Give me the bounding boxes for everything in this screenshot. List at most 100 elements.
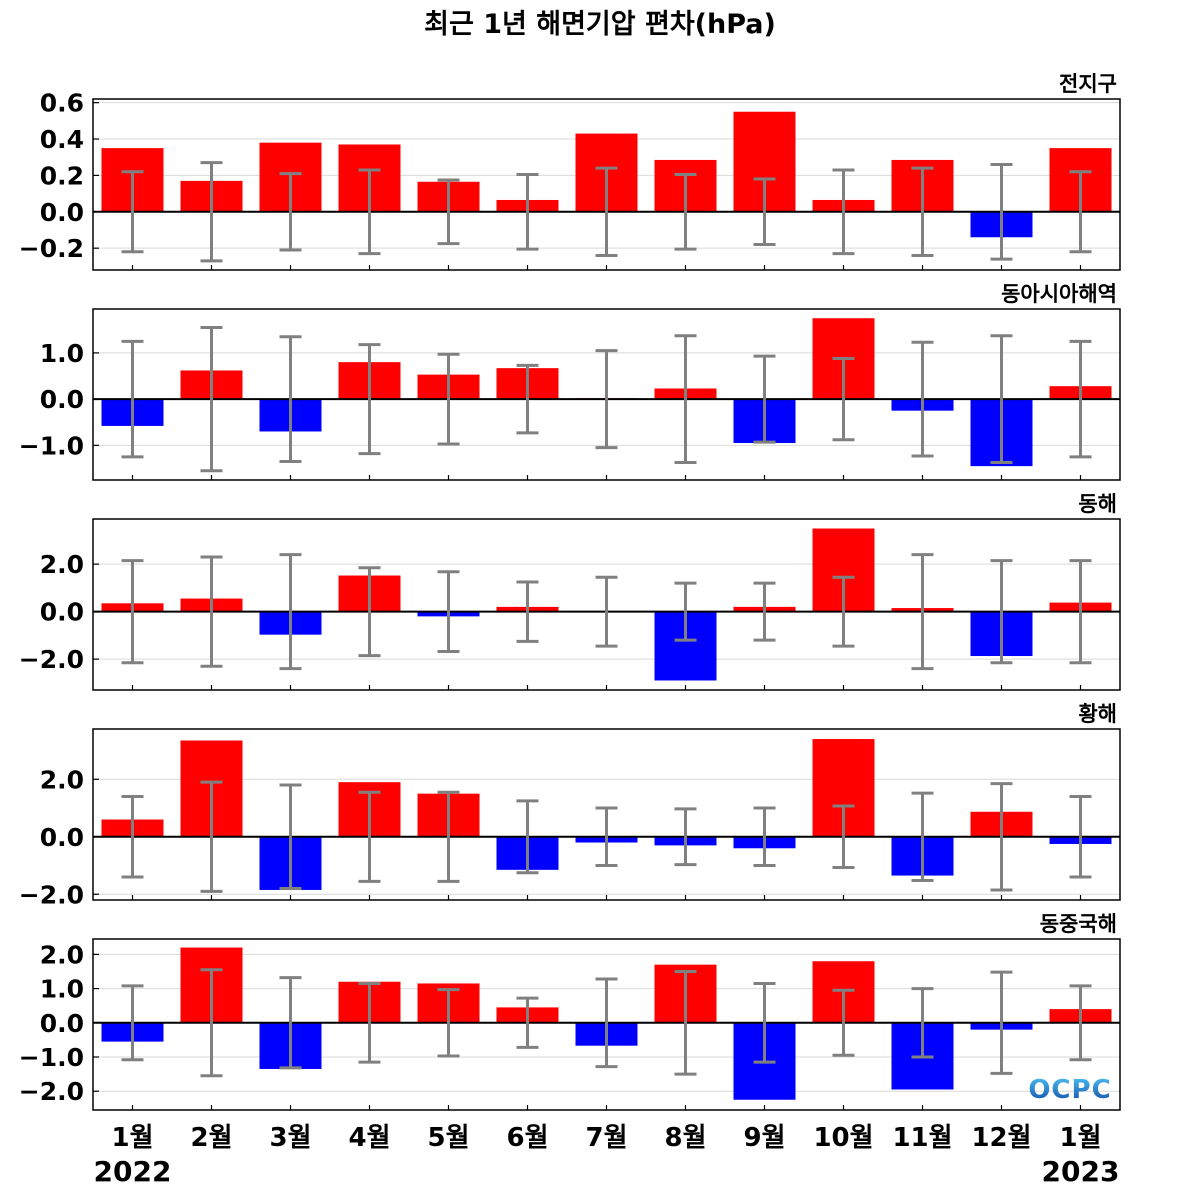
error-bar-11 bbox=[911, 166, 934, 257]
y-tick-label: 0.0 bbox=[40, 198, 84, 227]
error-bar-10 bbox=[832, 356, 855, 442]
error-bar-9 bbox=[753, 806, 776, 868]
error-bar-7 bbox=[595, 349, 618, 450]
error-bar-1 bbox=[121, 559, 144, 665]
error-bar-2 bbox=[200, 325, 223, 473]
error-bar-10 bbox=[832, 575, 855, 648]
y-tick-label: −1.0 bbox=[19, 431, 84, 460]
error-bar-7 bbox=[595, 575, 618, 648]
error-bar-4 bbox=[358, 981, 381, 1064]
x-tick-label: 8월 bbox=[664, 1123, 706, 1153]
error-bar-4 bbox=[358, 566, 381, 658]
error-bar-8 bbox=[674, 969, 697, 1076]
error-bar-10 bbox=[832, 804, 855, 870]
x-tick-label: 10월 bbox=[813, 1123, 873, 1153]
x-tick-label: 11월 bbox=[892, 1123, 952, 1153]
y-tick-label: −2.0 bbox=[19, 1077, 84, 1106]
error-bar-9 bbox=[753, 981, 776, 1064]
error-bar-13 bbox=[1069, 170, 1092, 254]
panel-5: −2.0 −1.0 0.0 1.0 2.0 동중국해 bbox=[19, 912, 1121, 1111]
x-tick-label: 1월 bbox=[111, 1123, 153, 1153]
error-bar-6 bbox=[516, 799, 539, 875]
error-bar-12 bbox=[990, 970, 1013, 1075]
y-tick-label: −0.2 bbox=[19, 234, 84, 263]
error-bar-4 bbox=[358, 168, 381, 256]
error-bar-12 bbox=[990, 782, 1013, 892]
y-tick-label: 0.4 bbox=[40, 125, 84, 154]
error-bar-9 bbox=[753, 581, 776, 642]
error-bar-3 bbox=[279, 783, 302, 891]
error-bar-13 bbox=[1069, 339, 1092, 459]
error-bar-3 bbox=[279, 976, 302, 1070]
panel-title: 황해 bbox=[1078, 702, 1117, 726]
error-bar-3 bbox=[279, 553, 302, 671]
error-bar-13 bbox=[1069, 984, 1092, 1062]
y-tick-label: 0.2 bbox=[40, 161, 84, 190]
x-tick-label: 1월 bbox=[1059, 1123, 1101, 1153]
y-tick-label: 1.0 bbox=[40, 975, 84, 1004]
x-tick-label: 3월 bbox=[269, 1123, 311, 1153]
error-bar-11 bbox=[911, 987, 934, 1059]
error-bar-4 bbox=[358, 343, 381, 456]
y-tick-label: −1.0 bbox=[19, 1043, 84, 1072]
x-tick-label: 2월 bbox=[190, 1123, 232, 1153]
error-bar-11 bbox=[911, 340, 934, 458]
error-bar-13 bbox=[1069, 559, 1092, 665]
x-tick-label: 6월 bbox=[506, 1123, 548, 1153]
error-bar-1 bbox=[121, 984, 144, 1062]
chart-title: 최근 1년 해면기압 편차(hPa) bbox=[424, 9, 776, 40]
error-bar-10 bbox=[832, 988, 855, 1057]
error-bar-8 bbox=[674, 807, 697, 867]
error-bar-1 bbox=[121, 170, 144, 254]
panel-4: −2.0 0.0 2.0 황해 bbox=[19, 702, 1121, 909]
error-bar-5 bbox=[437, 988, 460, 1058]
error-bar-6 bbox=[516, 996, 539, 1049]
error-bar-2 bbox=[200, 555, 223, 668]
error-bar-4 bbox=[358, 790, 381, 883]
error-bar-2 bbox=[200, 968, 223, 1078]
error-bar-6 bbox=[516, 172, 539, 251]
error-bar-3 bbox=[279, 335, 302, 464]
year-label-start: 2022 bbox=[94, 1155, 172, 1188]
panel-title: 동아시아해역 bbox=[1001, 282, 1117, 306]
error-bar-7 bbox=[595, 806, 618, 868]
error-bar-7 bbox=[595, 166, 618, 257]
y-tick-label: 2.0 bbox=[40, 550, 84, 579]
error-bar-8 bbox=[674, 334, 697, 464]
y-tick-label: 0.0 bbox=[40, 823, 84, 852]
y-tick-label: 2.0 bbox=[40, 940, 84, 969]
error-bar-10 bbox=[832, 168, 855, 256]
error-bar-2 bbox=[200, 161, 223, 263]
y-tick-label: 2.0 bbox=[40, 765, 84, 794]
error-bar-11 bbox=[911, 791, 934, 882]
panel-title: 동중국해 bbox=[1040, 912, 1117, 936]
error-bar-12 bbox=[990, 559, 1013, 665]
y-tick-label: 0.0 bbox=[40, 385, 84, 414]
error-bar-1 bbox=[121, 339, 144, 459]
error-bar-5 bbox=[437, 790, 460, 883]
panel-title: 동해 bbox=[1078, 492, 1117, 516]
x-tick-label: 5월 bbox=[427, 1123, 469, 1153]
panel-title: 전지구 bbox=[1059, 72, 1117, 96]
y-tick-label: 0.6 bbox=[40, 89, 84, 118]
x-tick-label: 9월 bbox=[743, 1123, 785, 1153]
error-bar-6 bbox=[516, 363, 539, 435]
y-tick-label: 1.0 bbox=[40, 339, 84, 368]
error-bar-2 bbox=[200, 780, 223, 893]
x-tick-label: 12월 bbox=[971, 1123, 1031, 1153]
panel-2: −1.0 0.0 1.0 동아시아해역 bbox=[19, 282, 1121, 481]
panel-1: −0.2 0.0 0.2 0.4 0.6 전지구 bbox=[19, 72, 1121, 271]
error-bar-1 bbox=[121, 795, 144, 879]
x-tick-label: 7월 bbox=[585, 1123, 627, 1153]
y-tick-label: −2.0 bbox=[19, 880, 84, 909]
error-bar-6 bbox=[516, 580, 539, 643]
ocpc-logo: OCPC bbox=[1028, 1075, 1111, 1105]
error-bar-7 bbox=[595, 977, 618, 1069]
y-tick-label: 0.0 bbox=[40, 598, 84, 627]
y-tick-label: 0.0 bbox=[40, 1009, 84, 1038]
error-bar-9 bbox=[753, 177, 776, 247]
error-bar-11 bbox=[911, 553, 934, 671]
year-label-end: 2023 bbox=[1042, 1155, 1120, 1188]
error-bar-13 bbox=[1069, 795, 1092, 879]
